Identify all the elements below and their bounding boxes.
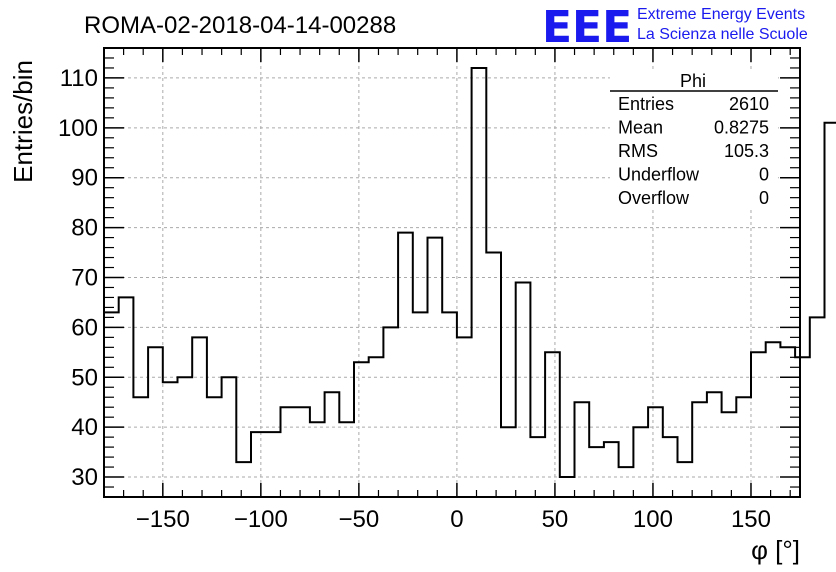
x-axis-label: φ [°] — [751, 535, 800, 565]
x-tick-label: 150 — [731, 506, 771, 533]
y-tick-label: 60 — [71, 314, 98, 341]
stats-box-background — [610, 70, 778, 210]
stats-label: Underflow — [618, 165, 700, 185]
y-tick-label: 40 — [71, 414, 98, 441]
stats-label: Mean — [618, 118, 663, 138]
eee-logo: EEE Extreme Energy Events La Scienza nel… — [542, 2, 808, 53]
stats-value: 0 — [759, 165, 769, 185]
stats-label: Overflow — [618, 188, 690, 208]
y-tick-labels: 30 40 50 60 70 80 90 100 110 — [58, 65, 98, 491]
logo-line-1: Extreme Energy Events — [637, 6, 805, 23]
chart-title: ROMA-02-2018-04-14-00288 — [84, 12, 396, 39]
y-tick-label: 110 — [60, 65, 98, 92]
x-tick-label: −150 — [136, 506, 190, 533]
y-tick-label: 80 — [71, 215, 98, 242]
y-tick-label: 100 — [58, 115, 98, 142]
x-tick-label: 50 — [542, 506, 569, 533]
y-tick-label: 90 — [71, 165, 98, 192]
logo-mark: EEE — [542, 2, 632, 53]
logo-line-2: La Scienza nelle Scuole — [637, 26, 808, 43]
stats-value: 0 — [759, 188, 769, 208]
axis-ticks — [103, 47, 800, 498]
stats-value: 2610 — [729, 94, 769, 114]
histogram-line — [104, 67, 836, 478]
stats-rows: Entries 2610 Mean 0.8275 RMS 105.3 Underflow 0 O… — [618, 94, 769, 208]
x-tick-label: −100 — [234, 506, 288, 533]
y-tick-label: 70 — [71, 264, 98, 291]
stats-label: Entries — [618, 94, 674, 114]
y-tick-label: 50 — [71, 364, 98, 391]
y-axis-label: Entries/bin — [8, 60, 38, 183]
y-tick-label: 30 — [71, 464, 98, 491]
x-tick-label: 0 — [450, 506, 463, 533]
stats-box-title: Phi — [680, 71, 706, 91]
x-tick-labels: −150 −100 −50 0 50 100 150 — [136, 506, 771, 533]
stats-value: 105.3 — [724, 141, 769, 161]
stats-label: RMS — [618, 141, 658, 161]
plot-frame — [103, 47, 801, 498]
stats-value: 0.8275 — [714, 118, 769, 138]
x-tick-label: 100 — [633, 506, 673, 533]
x-tick-label: −50 — [339, 506, 380, 533]
stats-box: Phi Entries 2610 Mean 0.8275 RMS 105.3 Underfl… — [610, 70, 778, 210]
